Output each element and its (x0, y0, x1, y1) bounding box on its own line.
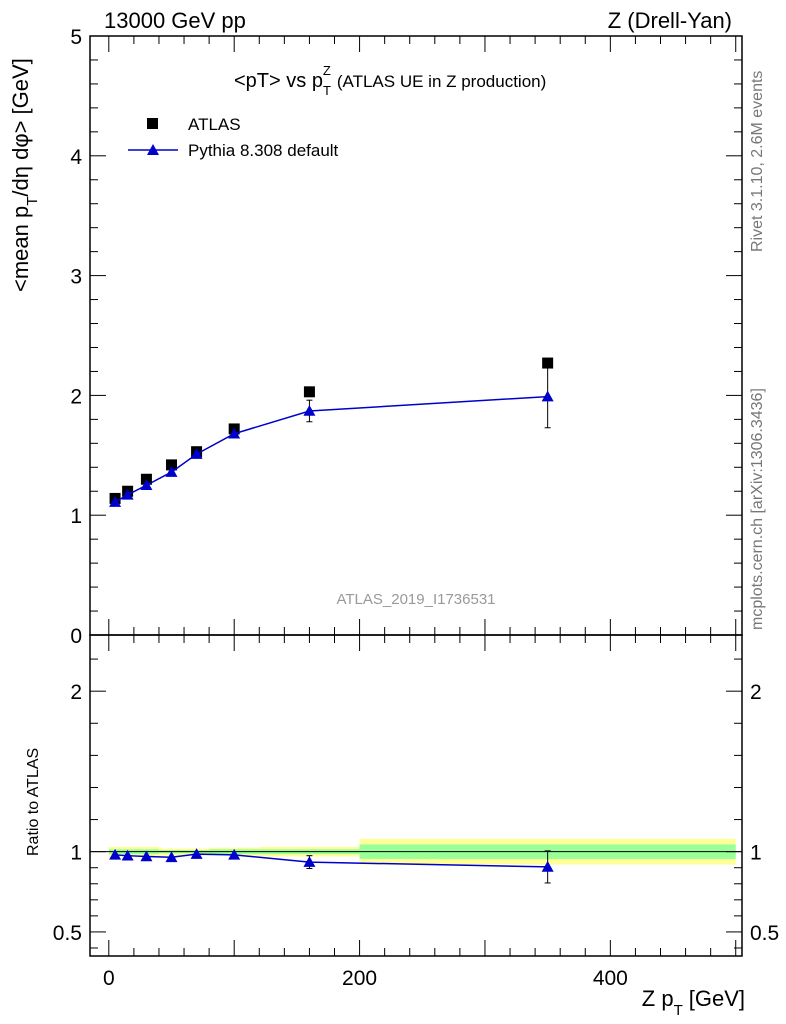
title-sub: T (323, 83, 331, 98)
mc-point (109, 496, 122, 507)
rivet-label: Rivet 3.1.10, 2.6M events (749, 71, 766, 252)
title-sup: Z (323, 63, 331, 78)
y-tick-label: 5 (70, 26, 82, 49)
mc-point (228, 427, 241, 439)
ratio-bands (90, 838, 742, 865)
main-title: <pT> vs pTZ (ATLAS UE in Z production) (234, 63, 546, 98)
mc-point (190, 448, 203, 459)
ratio-y-tick-label: 2 (70, 681, 82, 704)
ratio-y-tick-label: 0.5 (53, 922, 82, 945)
mc-point (303, 404, 316, 416)
ratio-mc-point (190, 848, 203, 859)
title-main: <pT> vs p (234, 70, 323, 92)
ratio-mc-point (121, 849, 134, 861)
ratio-y-tick-label-right: 0.5 (750, 922, 779, 945)
ylabel-b: /dη dφ> [GeV] (8, 58, 33, 196)
y-tick-label: 4 (70, 146, 82, 169)
ratio-frame (89, 634, 743, 957)
title-rest: (ATLAS UE in Z production) (337, 72, 546, 91)
atlas-data-point (166, 459, 177, 471)
ratio-mc-point (228, 848, 241, 860)
x-tick-label: 400 (593, 967, 628, 990)
xlabel-sub: T (674, 1002, 683, 1019)
xlabel-b: [GeV] (689, 986, 745, 1011)
x-tick-label: 0 (103, 967, 115, 990)
ratio-axis-ticks: 0.5 0.5 1 1 2 2 0 200 400 (53, 635, 779, 990)
xlabel: Z pT [GeV] (642, 986, 745, 1019)
atlas-data-point (303, 386, 315, 398)
ylabel-sub: T (24, 197, 41, 206)
x-tick-label: 200 (342, 967, 377, 990)
mcplots-label: mcplots.cern.ch [arXiv:1306.3436] (749, 388, 766, 630)
ratio-series (109, 848, 554, 884)
main-axis-ticks: 0 1 2 3 4 5 (70, 26, 742, 648)
mc-point (121, 488, 134, 500)
main-series (109, 357, 554, 507)
ratio-y-tick-label-right: 2 (750, 681, 762, 704)
header-right: Z (Drell-Yan) (608, 8, 732, 33)
legend-mc-label: Pythia 8.308 default (188, 141, 339, 160)
ratio-mc-point (165, 851, 178, 863)
ratio-mc-point (109, 848, 122, 860)
y-tick-label: 3 (70, 266, 82, 289)
y-tick-label: 1 (70, 505, 82, 528)
main-ylabel: <mean pT/dη dφ> [GeV] (8, 58, 41, 292)
y-tick-label: 2 (70, 385, 82, 408)
mc-line (114, 395, 548, 503)
ratio-mc-point (541, 860, 554, 872)
atlas-data-point (542, 357, 554, 369)
mc-point (165, 466, 178, 477)
mc-point (541, 390, 554, 402)
ratio-y-tick-label-right: 1 (750, 842, 762, 865)
legend-atlas-marker (147, 118, 158, 129)
ratio-ylabel: Ratio to ATLAS (25, 748, 42, 856)
legend: ATLAS Pythia 8.308 default (128, 115, 339, 160)
header-left: 13000 GeV pp (104, 8, 246, 33)
ratio-y-tick-label: 1 (70, 842, 82, 865)
analysis-id: ATLAS_2019_I1736531 (336, 591, 495, 608)
xlabel-a: Z p (642, 986, 674, 1011)
mc-point (140, 479, 153, 491)
y-tick-label: 0 (70, 625, 82, 648)
ratio-mc-point (140, 850, 153, 862)
legend-atlas-label: ATLAS (188, 115, 241, 134)
ylabel-a: <mean p (8, 206, 33, 292)
ratio-mc-point (303, 856, 316, 867)
legend-mc-marker (147, 144, 159, 155)
